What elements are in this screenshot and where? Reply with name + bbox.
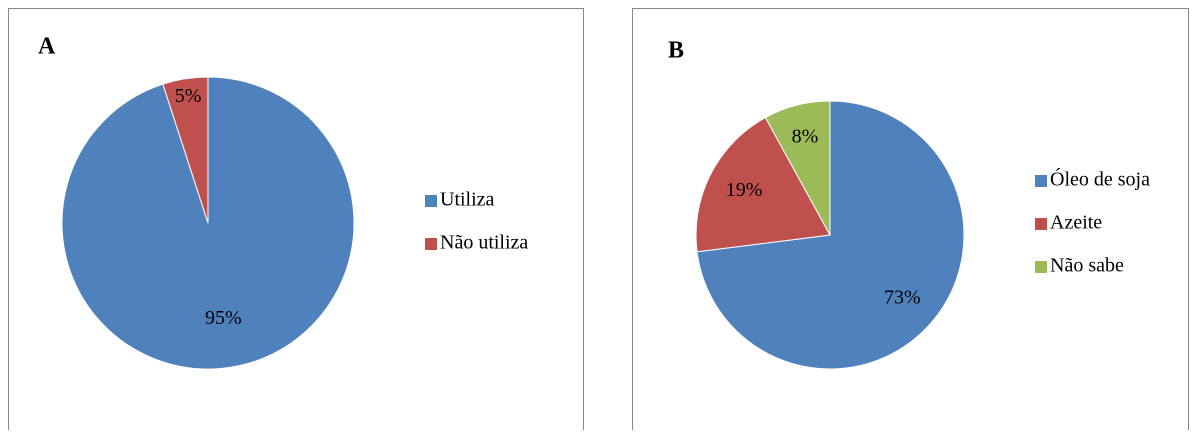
legend-label: Não utiliza bbox=[440, 232, 528, 254]
panel-border bbox=[8, 8, 584, 435]
chart-title: A bbox=[38, 34, 56, 60]
pie-slice bbox=[162, 76, 209, 224]
pie-slice bbox=[695, 116, 831, 253]
data-label: 5% bbox=[175, 85, 202, 107]
legend-label: Não sabe bbox=[1050, 255, 1124, 277]
legend-swatch bbox=[425, 195, 437, 207]
legend-swatch bbox=[1035, 218, 1047, 230]
pie-slice bbox=[764, 100, 831, 236]
data-label: 8% bbox=[792, 125, 819, 147]
legend-label: Óleo de soja bbox=[1050, 167, 1150, 191]
legend-label: Utiliza bbox=[440, 189, 495, 211]
data-label: 95% bbox=[205, 307, 242, 329]
legend-swatch bbox=[1035, 261, 1047, 273]
data-label: 73% bbox=[884, 286, 921, 308]
chart-title: B bbox=[668, 38, 684, 64]
data-label: 19% bbox=[726, 179, 763, 201]
legend-label: Azeite bbox=[1050, 212, 1102, 234]
legend-swatch bbox=[1035, 175, 1047, 187]
legend-swatch bbox=[425, 238, 437, 250]
panel-border bbox=[632, 8, 1189, 435]
